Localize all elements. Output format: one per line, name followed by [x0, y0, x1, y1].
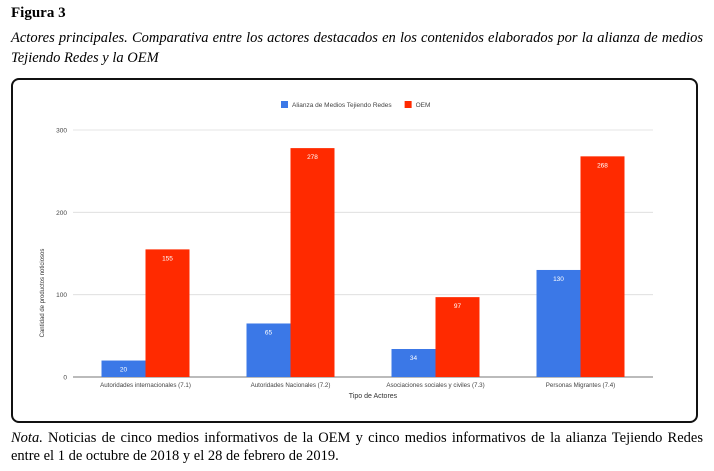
bar [435, 297, 480, 377]
bar-chart: 20 155 65 278 34 97 130 268 0 100 200 300 Autoridad… [40, 101, 653, 400]
y-axis-title: Cantidad de productos noticiosos [40, 249, 46, 338]
data-label: 130 [553, 276, 564, 283]
data-label: 34 [410, 355, 418, 362]
bar [101, 360, 146, 377]
x-tick-label: Autoridades internacionales (7.1) [100, 382, 191, 389]
data-label: 97 [454, 303, 462, 310]
legend-swatch [281, 101, 288, 108]
figure-caption: Actores principales. Comparativa entre l… [11, 30, 703, 66]
note-label: Nota. [11, 430, 43, 446]
y-tick-label: 0 [63, 375, 67, 382]
y-tick-label: 200 [56, 210, 67, 217]
y-tick-label: 300 [56, 128, 67, 135]
x-tick-label: Personas Migrantes (7.4) [546, 382, 615, 389]
bar [246, 323, 291, 377]
x-axis-title: Tipo de Actores [349, 393, 398, 400]
bar [145, 249, 190, 377]
bars [101, 148, 625, 377]
data-label: 155 [162, 255, 173, 262]
data-labels: 20 155 65 278 34 97 130 268 [120, 154, 608, 373]
data-label: 278 [307, 154, 318, 161]
figure-label: Figura 3 [11, 5, 66, 21]
x-tick-label: Autoridades Nacionales (7.2) [251, 382, 331, 389]
legend-label: OEM [416, 102, 431, 109]
axes: 0 100 200 300 Autoridades internacionales (7… [56, 128, 615, 390]
bar [536, 269, 581, 377]
data-label: 268 [597, 162, 608, 169]
figure-note: Nota. Noticias de cinco medios informati… [11, 429, 703, 465]
bar [290, 148, 335, 377]
x-tick-label: Asociaciones sociales y civiles (7.3) [386, 382, 484, 389]
data-label: 65 [265, 329, 273, 336]
note-text: Noticias de cinco medios informativos de… [11, 430, 703, 464]
legend: Alianza de Medios Tejiendo Redes OEM [281, 101, 430, 109]
legend-label: Alianza de Medios Tejiendo Redes [292, 102, 392, 109]
legend-swatch [404, 101, 412, 108]
bar [391, 349, 436, 377]
chart-frame: 20 155 65 278 34 97 130 268 0 100 200 300 Autoridad… [11, 78, 698, 423]
y-tick-label: 100 [56, 292, 67, 299]
bar [580, 156, 625, 377]
data-label: 20 [120, 367, 128, 374]
